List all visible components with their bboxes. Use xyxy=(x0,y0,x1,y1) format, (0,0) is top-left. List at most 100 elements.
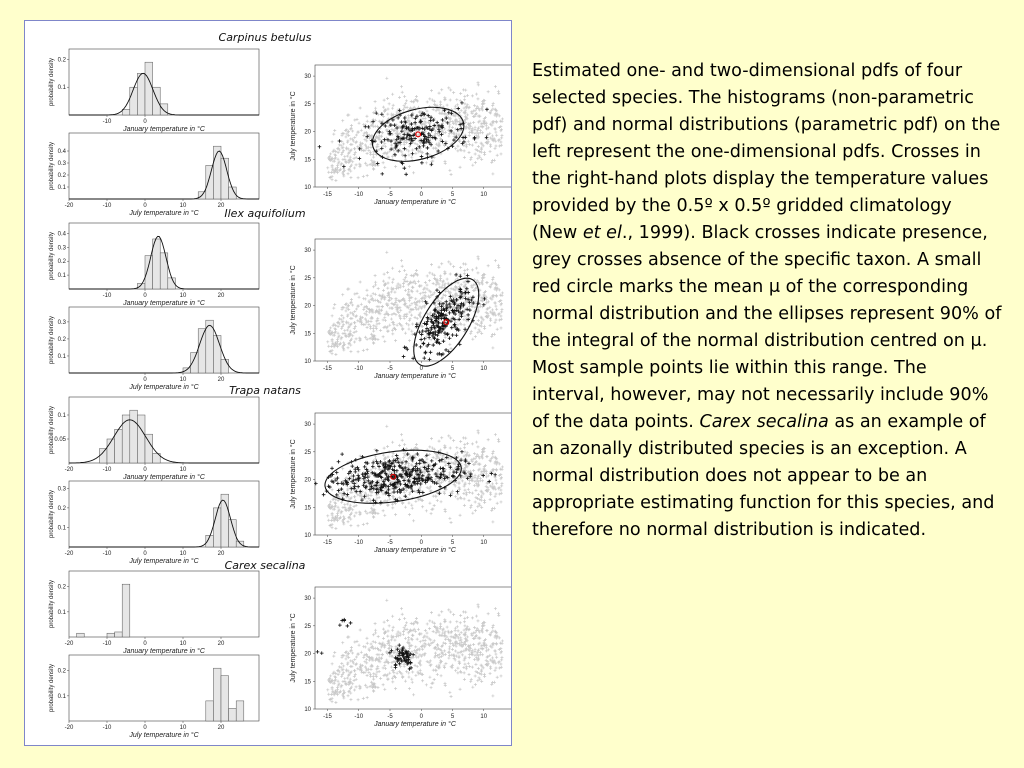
absence-cross xyxy=(423,293,427,297)
absence-cross xyxy=(377,137,381,141)
absence-cross xyxy=(379,294,383,298)
absence-cross xyxy=(455,460,459,464)
absence-cross xyxy=(475,453,479,457)
absence-cross xyxy=(445,113,449,117)
absence-cross xyxy=(346,154,350,158)
presence-cross xyxy=(455,327,460,331)
absence-cross xyxy=(398,315,402,319)
absence-cross xyxy=(387,276,391,280)
y-tick-label: 0.05 xyxy=(54,437,66,443)
absence-cross xyxy=(344,334,348,338)
absence-cross xyxy=(428,445,432,449)
absence-cross xyxy=(495,109,499,113)
absence-cross xyxy=(481,121,485,125)
absence-cross xyxy=(353,340,357,344)
absence-cross xyxy=(389,317,393,321)
absence-cross xyxy=(342,654,346,658)
absence-cross xyxy=(389,491,393,495)
absence-cross xyxy=(481,298,485,302)
absence-cross xyxy=(480,281,484,285)
presence-cross xyxy=(451,311,456,315)
presence-cross xyxy=(437,127,441,132)
absence-cross xyxy=(398,665,402,669)
presence-cross xyxy=(484,135,489,140)
absence-cross xyxy=(359,146,363,150)
absence-cross xyxy=(462,323,466,327)
absence-cross xyxy=(425,109,429,113)
absence-cross xyxy=(457,660,461,664)
absence-cross xyxy=(460,479,464,483)
x-axis-label: January temperature in °C xyxy=(373,372,457,380)
absence-cross xyxy=(354,481,358,485)
absence-cross xyxy=(489,459,493,463)
absence-cross xyxy=(365,522,369,526)
scatter-frame xyxy=(314,412,511,536)
absence-cross xyxy=(476,255,480,259)
absence-cross xyxy=(365,685,369,689)
absence-cross xyxy=(416,99,420,103)
presence-cross xyxy=(466,317,470,322)
y-tick-label: 0.2 xyxy=(58,506,67,512)
absence-cross xyxy=(367,497,371,501)
presence-cross xyxy=(437,341,442,346)
absence-cross xyxy=(416,627,420,631)
absence-cross xyxy=(500,468,504,472)
absence-cross xyxy=(340,325,344,329)
absence-cross xyxy=(482,291,486,295)
absence-cross xyxy=(490,123,494,127)
absence-cross xyxy=(468,490,472,494)
jul_hist-frame xyxy=(68,306,260,374)
absence-cross xyxy=(488,149,492,153)
absence-cross xyxy=(334,150,338,154)
y-tick-label: 30 xyxy=(304,422,311,428)
absence-cross xyxy=(444,488,448,492)
presence-cross xyxy=(431,343,436,347)
absence-cross xyxy=(481,124,485,128)
absence-cross xyxy=(457,111,461,115)
absence-cross xyxy=(387,472,391,476)
absence-cross xyxy=(386,107,390,111)
absence-cross xyxy=(412,519,416,523)
absence-cross xyxy=(482,446,486,450)
y-axis-label: probability density xyxy=(49,232,55,280)
absence-cross xyxy=(486,612,490,616)
presence-cross xyxy=(357,147,362,151)
absence-cross xyxy=(405,148,409,152)
absence-cross xyxy=(488,497,492,501)
absence-cross xyxy=(410,503,414,507)
absence-cross xyxy=(386,504,390,508)
presence-cross xyxy=(441,326,446,331)
absence-cross xyxy=(327,344,331,348)
absence-cross xyxy=(498,492,502,496)
absence-cross xyxy=(479,146,483,150)
absence-cross xyxy=(418,292,422,296)
absence-cross xyxy=(394,123,398,127)
absence-cross xyxy=(392,323,396,327)
absence-cross xyxy=(457,132,461,136)
absence-cross xyxy=(352,326,356,330)
absence-cross xyxy=(450,492,454,496)
absence-cross xyxy=(498,293,502,297)
absence-cross xyxy=(381,335,385,339)
absence-cross xyxy=(382,279,386,283)
presence-cross xyxy=(469,298,474,302)
absence-cross xyxy=(398,95,402,99)
absence-cross xyxy=(398,132,402,136)
absence-cross xyxy=(354,511,358,515)
absence-cross xyxy=(479,324,483,328)
absence-cross xyxy=(379,297,383,301)
absence-cross xyxy=(418,110,422,114)
absence-cross xyxy=(476,603,480,607)
absence-cross xyxy=(341,494,345,498)
absence-cross xyxy=(330,156,334,160)
absence-cross xyxy=(347,130,351,134)
absence-cross xyxy=(401,456,405,460)
absence-cross xyxy=(431,159,435,163)
absence-cross xyxy=(390,286,394,290)
absence-cross xyxy=(474,322,478,326)
absence-cross xyxy=(437,439,441,443)
presence-cross xyxy=(467,300,472,305)
absence-cross xyxy=(372,163,376,167)
confidence-ellipse xyxy=(413,277,480,367)
absence-cross xyxy=(348,165,352,169)
